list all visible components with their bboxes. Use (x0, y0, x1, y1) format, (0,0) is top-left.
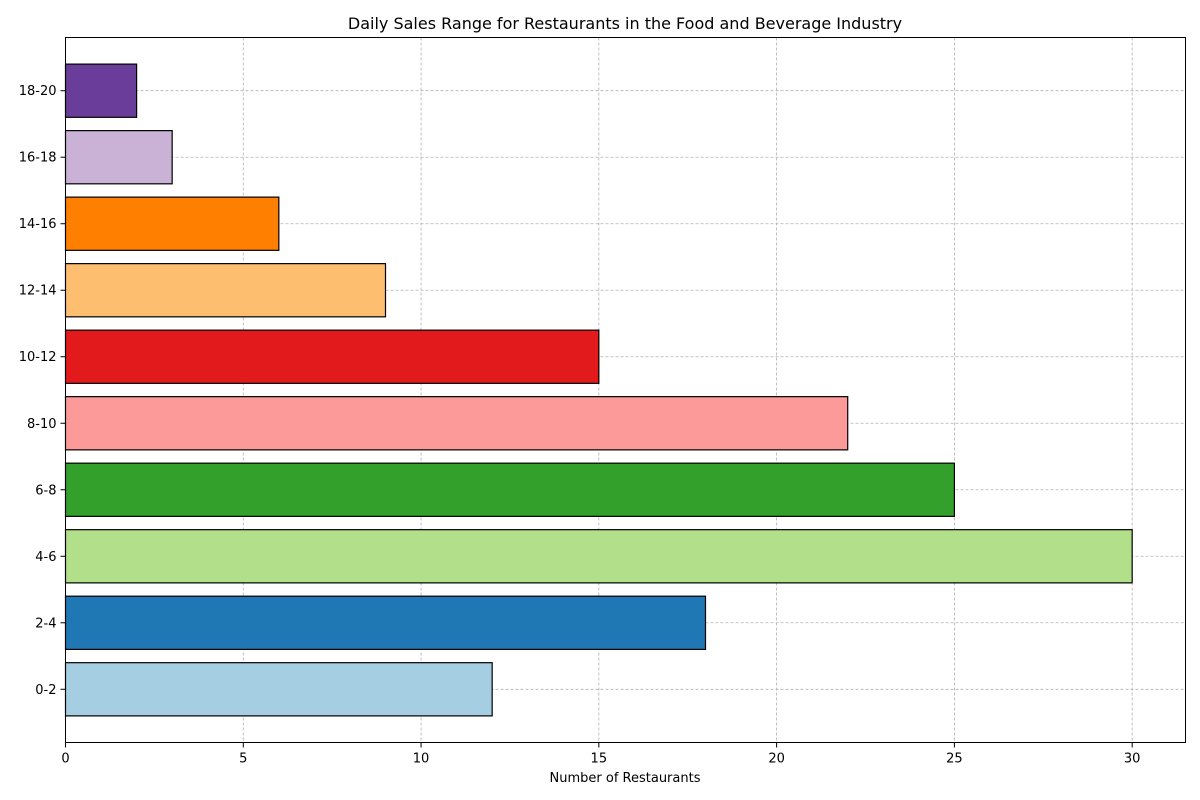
bar-0-2 (64, 662, 493, 717)
y-tick-label: 16-18 (19, 151, 57, 166)
x-tick-label: 0 (61, 752, 69, 767)
y-tick-label: 0-2 (35, 683, 56, 698)
bar-14-16 (64, 196, 280, 251)
bar-8-10 (64, 396, 849, 451)
x-tick-label: 15 (591, 752, 608, 767)
y-tick-label: 18-20 (19, 84, 57, 99)
x-tick-label: 25 (946, 752, 963, 767)
x-tick-label: 10 (413, 752, 430, 767)
x-tick-label: 5 (239, 752, 247, 767)
x-tick-label: 20 (768, 752, 785, 767)
y-axis: 0-2 2-4 4-6 6-8 8-10 10-12 12-14 14-16 16-18 18-2… (19, 84, 66, 698)
bar-12-14 (64, 263, 387, 318)
bars (64, 63, 1133, 717)
y-tick-label: 2-4 (35, 616, 56, 631)
y-tick-label: 12-14 (19, 284, 57, 299)
bar-10-12 (64, 329, 600, 384)
y-tick-label: 10-12 (19, 350, 57, 365)
x-axis: 0 5 10 15 20 25 30 (61, 742, 1141, 767)
plot-area-frame (65, 37, 1186, 743)
y-tick-label: 8-10 (27, 417, 57, 432)
y-tick-label: 6-8 (35, 483, 56, 498)
x-tick-label: 30 (1124, 752, 1141, 767)
chart-title: Daily Sales Range for Restaurants in the… (348, 14, 902, 33)
bar-6-8 (64, 462, 955, 517)
y-tick-label: 4-6 (35, 550, 56, 565)
bar-18-20 (64, 63, 138, 118)
bar-2-4 (64, 595, 707, 650)
y-tick-label: 14-16 (19, 217, 57, 232)
bar-16-18 (64, 130, 173, 185)
bar-4-6 (64, 529, 1133, 584)
x-axis-label: Number of Restaurants (550, 771, 701, 786)
